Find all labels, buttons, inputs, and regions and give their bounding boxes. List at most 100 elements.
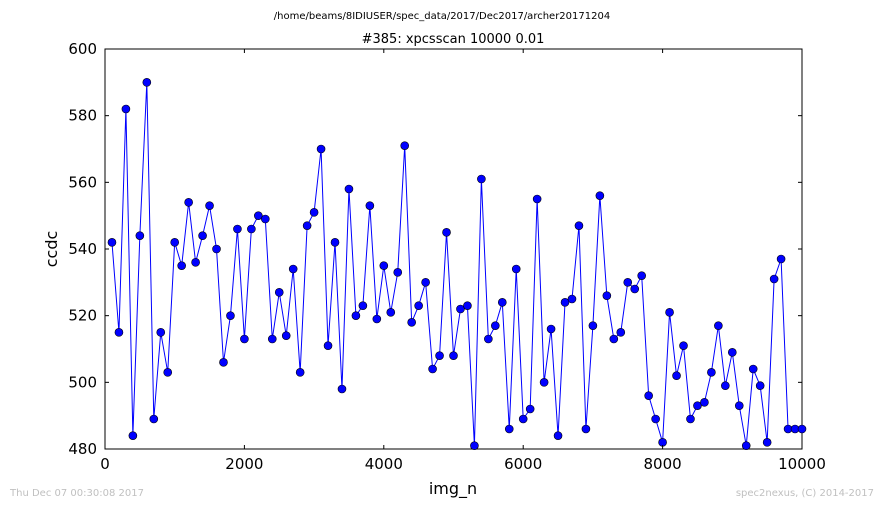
x-axis-label: img_n (429, 479, 477, 499)
data-point (477, 174, 486, 184)
data-point (316, 144, 326, 154)
data-point (525, 404, 535, 414)
y-tick-label: 580 (68, 107, 97, 125)
data-point (679, 341, 688, 350)
y-tick-label: 480 (68, 440, 97, 458)
data-point (219, 358, 228, 367)
data-point (665, 308, 674, 317)
data-point (372, 314, 382, 324)
data-point (686, 414, 695, 424)
data-point (170, 238, 179, 247)
data-point (184, 198, 193, 207)
data-point (637, 271, 646, 280)
x-tick-label: 2000 (225, 455, 263, 473)
data-point (428, 364, 437, 374)
data-point (435, 351, 444, 360)
data-point (358, 301, 368, 310)
chart-supertitle: /home/beams/8IDIUSER/spec_data/2017/Dec2… (274, 11, 610, 22)
data-point (386, 308, 396, 317)
data-point (644, 391, 653, 400)
data-point (393, 268, 403, 277)
y-tick-label: 600 (68, 40, 97, 58)
data-point (121, 104, 131, 114)
data-point (295, 368, 305, 377)
data-point (595, 191, 605, 200)
data-point (337, 384, 347, 394)
data-point (442, 228, 451, 237)
data-point (630, 284, 640, 294)
data-point (198, 231, 207, 240)
y-tick-label: 520 (68, 307, 97, 325)
chart-title: #385: xpcsscan 10000 0.01 (362, 32, 545, 47)
data-point (149, 414, 159, 424)
data-point (407, 318, 416, 327)
x-tick-label: 6000 (504, 455, 542, 473)
data-point (734, 401, 744, 410)
data-point (491, 321, 500, 330)
data-point (741, 441, 751, 450)
data-point (254, 211, 263, 220)
data-point (267, 334, 277, 344)
data-point (623, 278, 633, 287)
data-point (504, 424, 514, 434)
data-point (539, 378, 549, 387)
data-point (226, 311, 235, 320)
data-point (421, 278, 430, 287)
data-point (309, 208, 319, 217)
axis-ticks: 0 2000 4000 6000 8000 10000 480 500 520 540 560 580… (68, 40, 826, 473)
data-point (560, 298, 570, 307)
data-point (365, 201, 375, 210)
data-point (281, 331, 291, 340)
data-point (107, 238, 117, 247)
data-point (574, 221, 584, 230)
data-point (302, 221, 312, 230)
data-point (261, 214, 270, 224)
data-point (497, 298, 507, 307)
data-point (274, 288, 284, 297)
data-point (609, 334, 619, 344)
data-point (602, 291, 612, 300)
data-point (797, 424, 807, 434)
x-tick-label: 0 (100, 455, 110, 473)
data-point (616, 328, 626, 337)
data-point (470, 441, 479, 450)
footer-timestamp: Thu Dec 07 00:30:08 2017 (10, 488, 144, 499)
data-point (567, 294, 577, 304)
data-point (400, 141, 410, 150)
data-point (672, 371, 681, 380)
data-point (776, 254, 786, 264)
data-point (727, 348, 737, 357)
data-point (128, 431, 138, 440)
data-point (581, 424, 591, 434)
data-point (191, 258, 200, 267)
series-ccdc (107, 78, 807, 450)
y-axis-label: ccdc (42, 231, 61, 268)
data-point (769, 274, 779, 284)
plot-area (104, 48, 803, 450)
data-point (114, 328, 124, 337)
data-point (414, 301, 423, 310)
data-point (205, 201, 214, 210)
data-point (463, 301, 472, 310)
data-point (518, 414, 528, 424)
data-point (379, 261, 389, 270)
data-point (532, 194, 542, 204)
data-point (588, 321, 598, 330)
series-line (111, 82, 802, 446)
data-point (693, 401, 702, 410)
y-tick-label: 540 (68, 240, 97, 258)
data-point (177, 261, 186, 270)
data-point (240, 334, 249, 344)
footer-credit: spec2nexus, (C) 2014-2017 (735, 488, 874, 499)
data-point (233, 224, 242, 234)
data-point (156, 328, 166, 337)
data-point (288, 264, 298, 274)
data-point (142, 78, 152, 87)
data-point (456, 304, 465, 314)
data-point (755, 381, 765, 390)
data-point (247, 224, 256, 234)
data-point (135, 231, 145, 240)
data-point (748, 364, 758, 374)
data-point (449, 351, 458, 360)
